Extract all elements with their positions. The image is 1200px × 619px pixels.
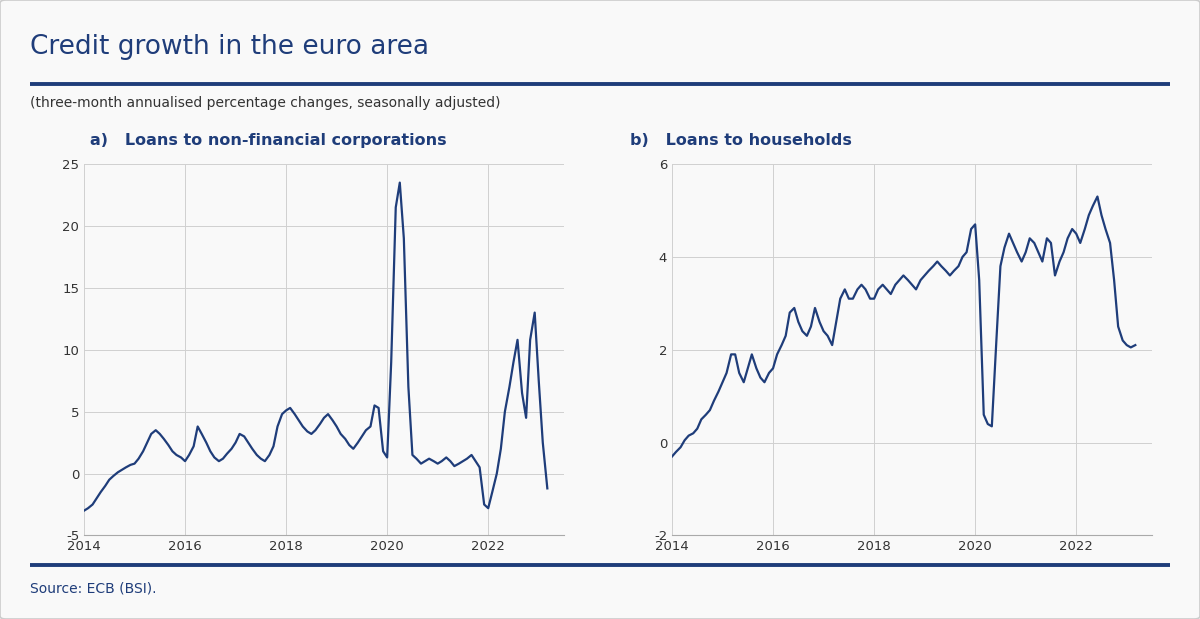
Text: a)   Loans to non-financial corporations: a) Loans to non-financial corporations [90, 133, 446, 148]
Text: Credit growth in the euro area: Credit growth in the euro area [30, 34, 430, 60]
Text: b)   Loans to households: b) Loans to households [630, 133, 852, 148]
Text: (three-month annualised percentage changes, seasonally adjusted): (three-month annualised percentage chang… [30, 96, 500, 110]
Text: Source: ECB (BSI).: Source: ECB (BSI). [30, 581, 156, 595]
